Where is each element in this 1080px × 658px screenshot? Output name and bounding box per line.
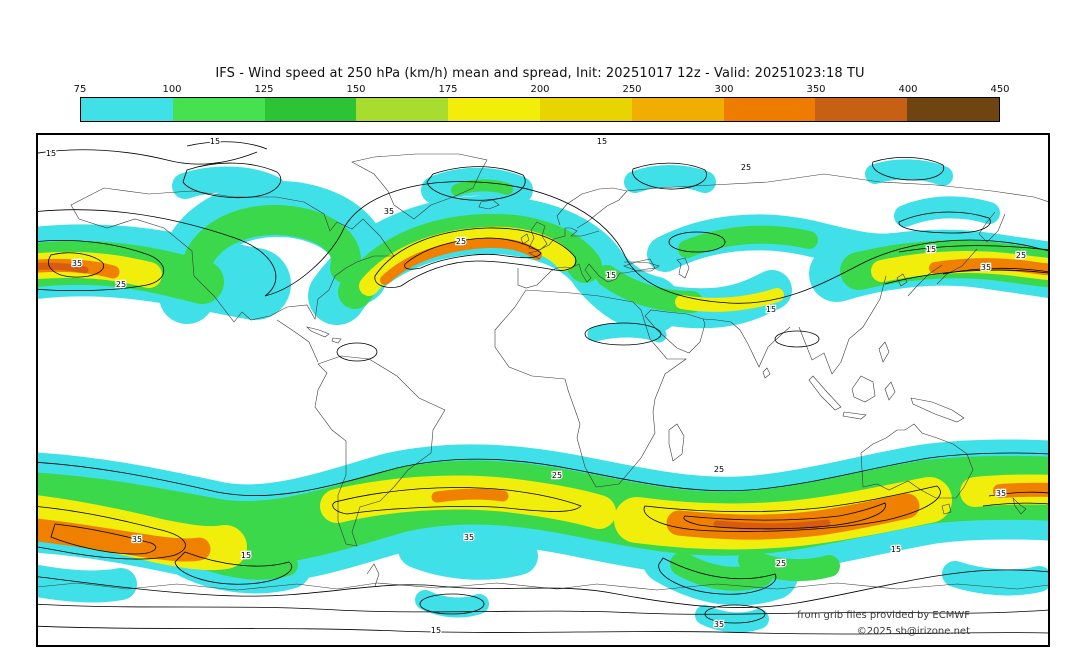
contour-label: 15 xyxy=(606,271,616,280)
colorbar-tick-label: 350 xyxy=(806,84,826,95)
contour-label: 15 xyxy=(597,137,607,146)
spread-contours xyxy=(37,141,1049,635)
contour-label: 15 xyxy=(926,245,936,254)
colorbar-tick-label: 125 xyxy=(254,84,274,95)
colorbar-segment xyxy=(539,98,632,121)
colorbar-tick-label: 100 xyxy=(162,84,182,95)
colorbar-segment xyxy=(723,98,816,121)
contour-label: 25 xyxy=(116,280,126,289)
colorbar-tick-label: 150 xyxy=(346,84,366,95)
contour-label: 25 xyxy=(741,163,751,172)
contour-label: 25 xyxy=(776,559,786,568)
colorbar-tick-label: 400 xyxy=(898,84,918,95)
map-frame: 15 15 15 25 35 25 35 25 15 15 15 35 25 15 35 25 25 25 15 35… xyxy=(36,133,1050,647)
contour-labels: 15 15 15 25 35 25 35 25 15 15 15 35 25 15 35 25 25 25 15 35… xyxy=(45,136,1028,636)
chart-title: IFS - Wind speed at 250 hPa (km/h) mean … xyxy=(215,66,865,81)
contour-label: 15 xyxy=(210,137,220,146)
contour-label: 35 xyxy=(996,489,1006,498)
contour-label: 35 xyxy=(72,259,82,268)
credit-source: from grib files provided by ECMWF xyxy=(797,610,970,621)
contour-label: 25 xyxy=(1016,251,1026,260)
coastlines xyxy=(37,153,1049,591)
colorbar-segment xyxy=(356,98,449,121)
contour-label: 15 xyxy=(891,545,901,554)
colorbar-tick-label: 300 xyxy=(714,84,734,95)
colorbar-tick-label: 450 xyxy=(990,84,1010,95)
colorbar-tick-label: 175 xyxy=(438,84,458,95)
colorbar-segment xyxy=(631,98,724,121)
contour-label: 35 xyxy=(384,207,394,216)
contour-label: 35 xyxy=(132,535,142,544)
colorbar-segment xyxy=(907,98,999,121)
contour-label: 25 xyxy=(714,465,724,474)
contour-label: 35 xyxy=(714,620,724,629)
contour-label: 15 xyxy=(241,551,251,560)
colorbar-segment xyxy=(264,98,357,121)
colorbar-tick-label: 200 xyxy=(530,84,550,95)
contour-label: 15 xyxy=(46,149,56,158)
colorbar-tick-label: 250 xyxy=(622,84,642,95)
wind-speed-fill xyxy=(37,159,1049,633)
colorbar-segment xyxy=(172,98,265,121)
colorbar-tick-row: 75 100 125 150 175 200 250 300 350 400 450 xyxy=(74,84,1010,96)
weather-map-canvas: 15 15 15 25 35 25 35 25 15 15 15 35 25 15 35 25 25 25 15 35… xyxy=(37,134,1049,646)
colorbar xyxy=(80,97,1000,122)
colorbar-segment xyxy=(815,98,908,121)
contour-label: 25 xyxy=(552,471,562,480)
colorbar-segment xyxy=(448,98,540,121)
colorbar-segment xyxy=(81,98,173,121)
contour-label: 25 xyxy=(456,237,466,246)
contour-label: 35 xyxy=(464,533,474,542)
contour-label: 35 xyxy=(981,263,991,272)
contour-label: 15 xyxy=(431,626,441,635)
contour-label: 15 xyxy=(766,305,776,314)
credit-copyright: ©2025 sb@irizone.net xyxy=(856,626,970,637)
colorbar-tick-label: 75 xyxy=(73,84,87,95)
map-border xyxy=(37,134,1049,646)
